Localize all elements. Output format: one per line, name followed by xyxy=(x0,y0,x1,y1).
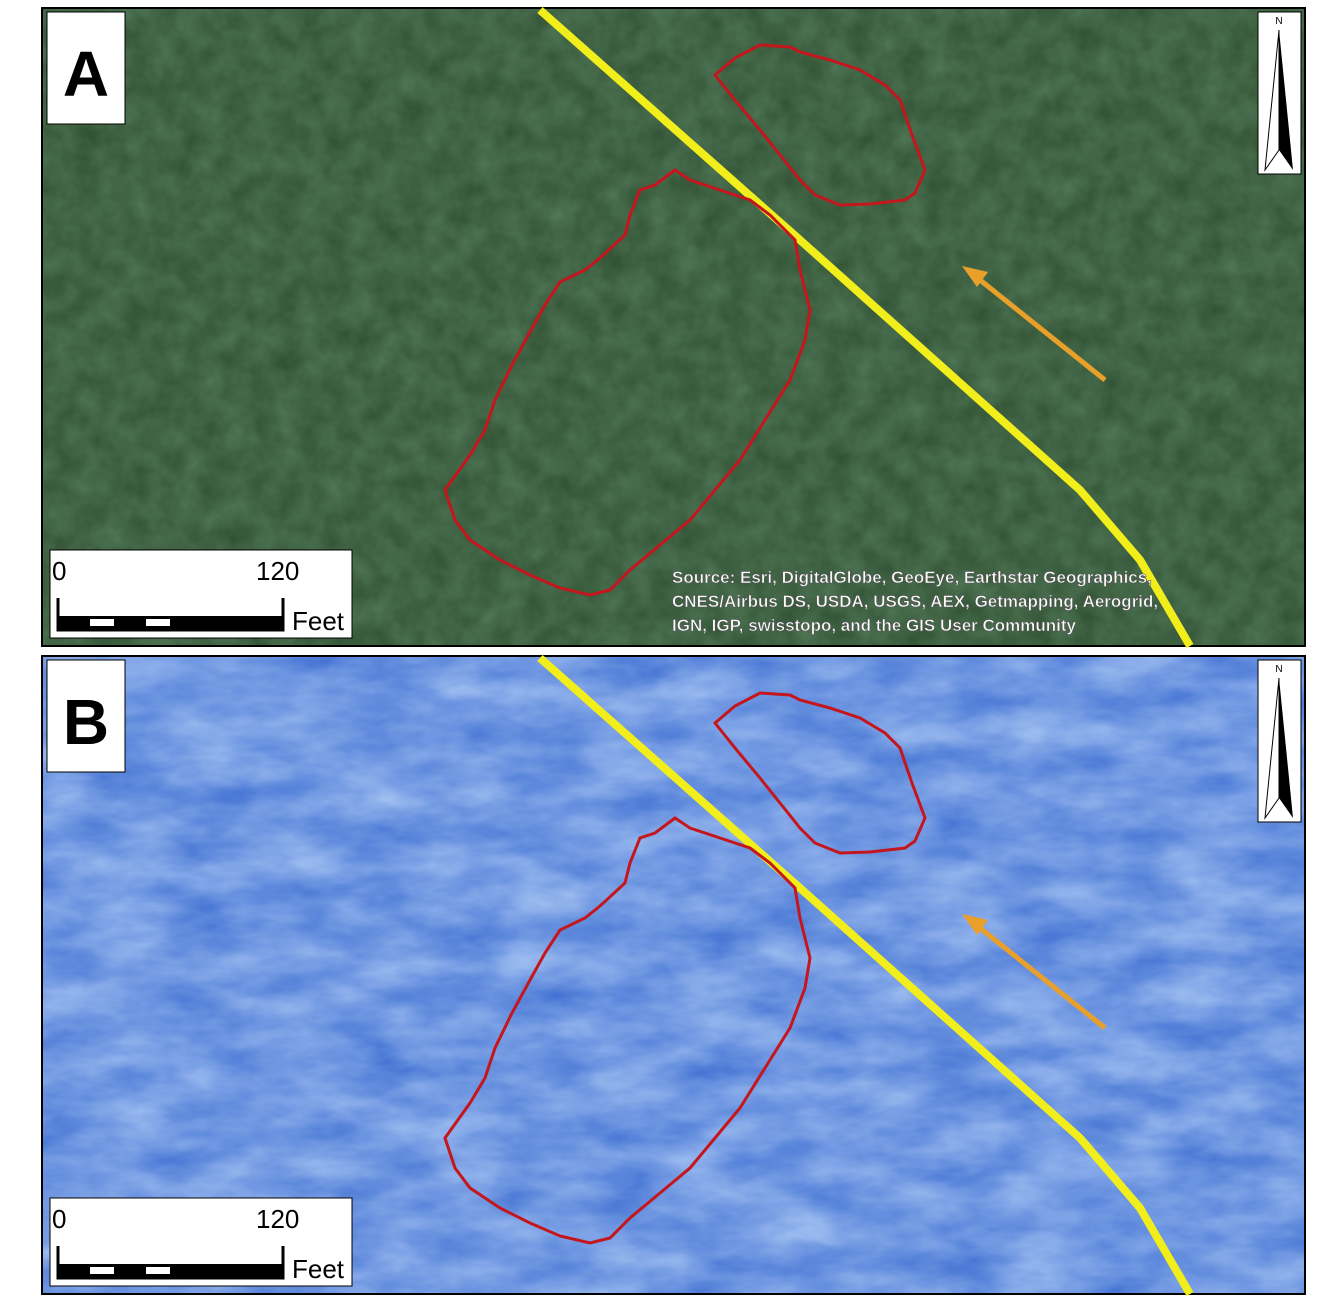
scale-unit: Feet xyxy=(292,606,345,636)
figure: A N 0 120 Feet Source: Esri, DigitalGlobe, Ge… xyxy=(0,0,1332,1297)
scale-segment xyxy=(146,619,170,626)
scale-segment xyxy=(90,1267,114,1274)
panel-label: A xyxy=(63,38,109,110)
scale-start: 0 xyxy=(52,556,66,586)
scale-start: 0 xyxy=(52,1204,66,1234)
scale-end: 120 xyxy=(256,1204,299,1234)
source-credit: Source: Esri, DigitalGlobe, GeoEye, Eart… xyxy=(672,568,1152,587)
source-credit: IGN, IGP, swisstopo, and the GIS User Co… xyxy=(672,616,1077,635)
scale-segment xyxy=(146,1267,170,1274)
map-panel: A N 0 120 Feet Source: Esri, DigitalGlobe, Ge… xyxy=(42,8,1305,646)
north-label: N xyxy=(1275,664,1282,675)
panel-label: B xyxy=(63,686,109,758)
source-credit: CNES/Airbus DS, USDA, USGS, AEX, Getmapp… xyxy=(672,592,1158,611)
scale-unit: Feet xyxy=(292,1254,345,1284)
scale-end: 120 xyxy=(256,556,299,586)
scale-segment xyxy=(90,619,114,626)
map-panel: B N 0 120 Feet xyxy=(42,656,1305,1294)
north-label: N xyxy=(1275,16,1282,27)
